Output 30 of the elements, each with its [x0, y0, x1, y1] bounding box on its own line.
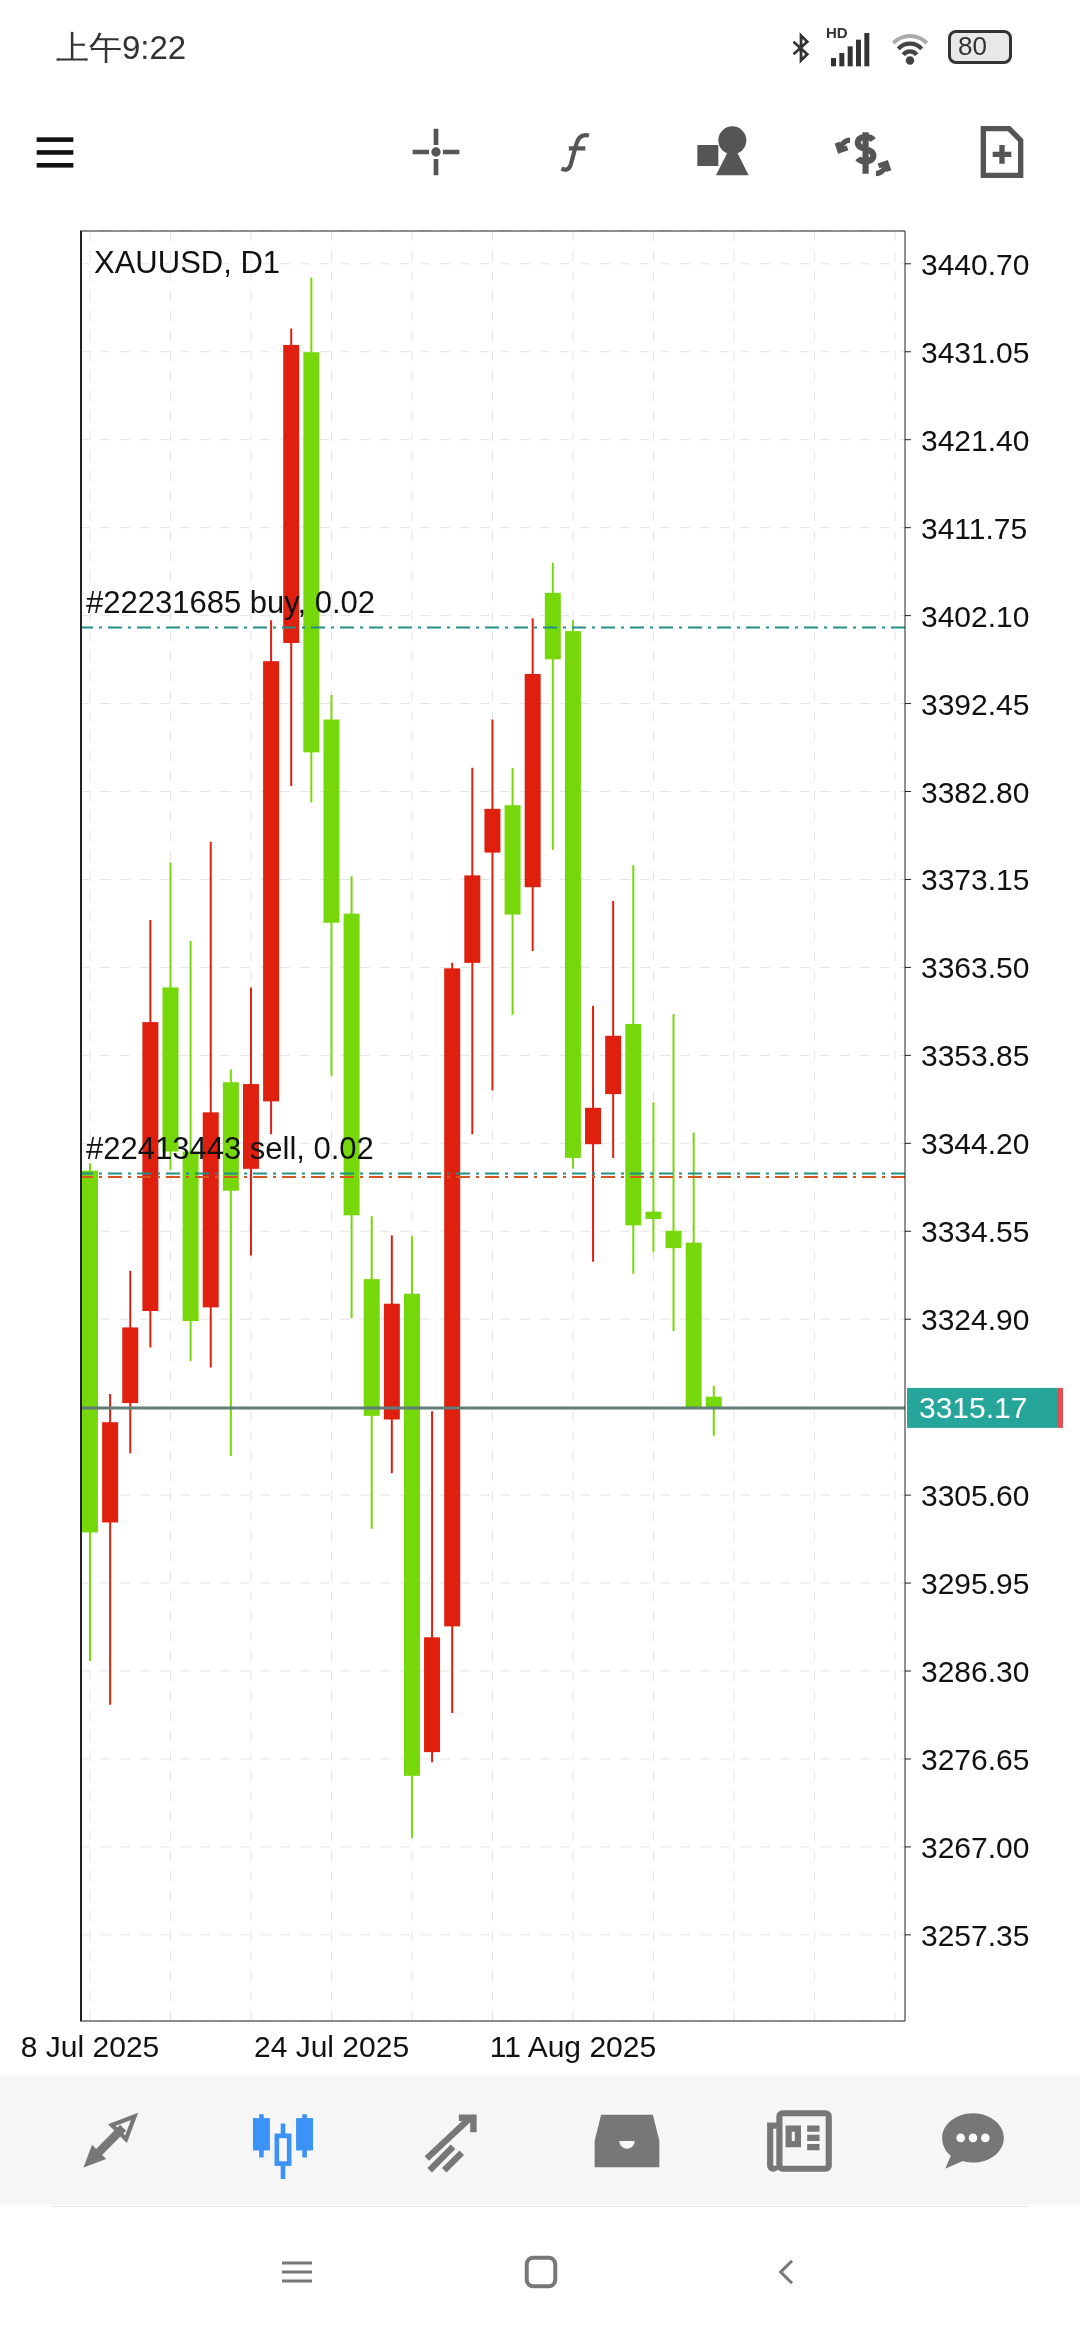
y-tick-label: 3286.30 — [921, 1655, 1030, 1689]
y-tick-label: 3421.40 — [921, 423, 1030, 457]
text: XAUUSD, D1 — [94, 245, 281, 281]
y-tick-label: 3440.70 — [921, 247, 1030, 281]
y-tick-label: 3324.90 — [921, 1303, 1030, 1337]
candlestick — [645, 1101, 662, 1253]
y-tick-label: 3382.80 — [921, 775, 1030, 809]
y-tick-label: 3353.85 — [921, 1039, 1030, 1073]
candlestick — [484, 718, 501, 1092]
x-tick-label: 24 Jul 2025 — [253, 2030, 410, 2063]
y-tick-label: 3392.45 — [921, 687, 1030, 721]
y-tick-label: 3334.55 — [921, 1215, 1030, 1249]
y-tick-label: 3267.00 — [921, 1830, 1030, 1864]
y-tick-label: 3402.10 — [921, 599, 1030, 633]
y-tick-label: 3373.15 — [921, 863, 1030, 897]
y-tick-label: 3295.95 — [921, 1567, 1030, 1601]
ref-line-label: 3315.17 — [919, 1390, 1028, 1424]
y-tick-label: 3411.75 — [921, 511, 1028, 545]
text: 80 — [958, 31, 987, 62]
y-tick-label: 3276.65 — [921, 1742, 1030, 1776]
y-tick-label: 3305.60 — [921, 1479, 1030, 1513]
y-tick-label: 3431.05 — [921, 335, 1030, 369]
y-tick-label: 3257.35 — [921, 1918, 1030, 1952]
y-tick-label: 3344.20 — [921, 1127, 1030, 1161]
x-tick-label: 8 Jul 2025 — [20, 2030, 160, 2063]
text: 上午9:22 — [56, 28, 187, 68]
text: HD — [826, 24, 848, 41]
x-tick-label: 11 Aug 2025 — [489, 2030, 657, 2063]
y-tick-label: 3363.50 — [921, 951, 1030, 985]
candlestick — [665, 1012, 682, 1333]
